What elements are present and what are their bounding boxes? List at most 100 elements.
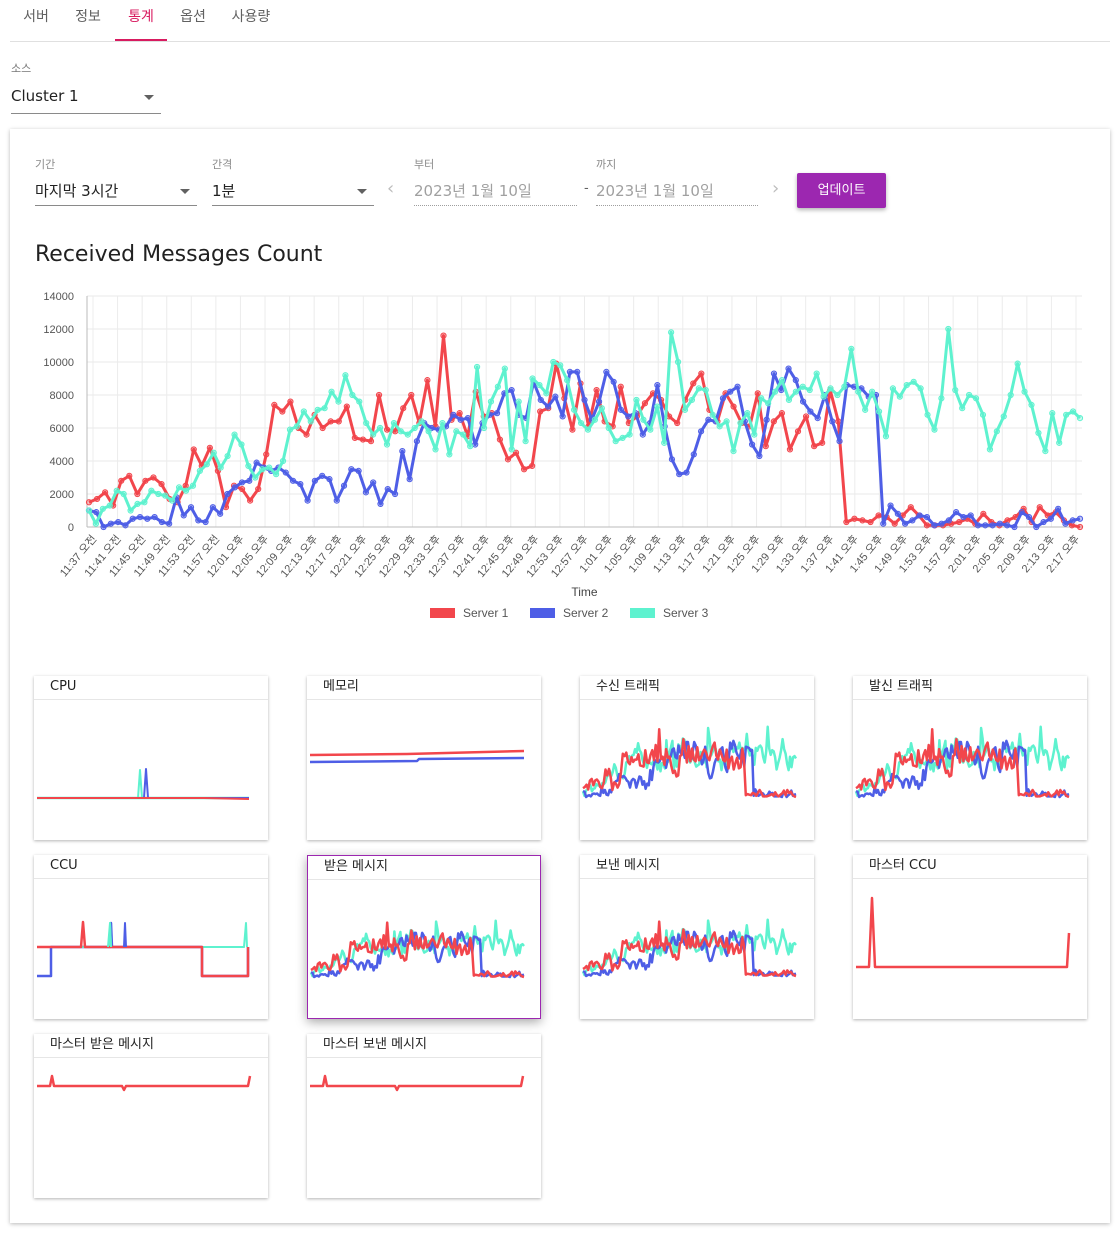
- data-point: [695, 385, 702, 392]
- data-point: [716, 423, 723, 430]
- data-point: [115, 518, 122, 526]
- data-point: [794, 428, 802, 435]
- data-point: [875, 512, 882, 519]
- data-point: [370, 431, 377, 438]
- data-point: [142, 477, 149, 484]
- next-range-icon[interactable]: ›: [772, 178, 780, 199]
- data-point: [902, 520, 909, 527]
- source-select-value: Cluster 1: [11, 87, 79, 105]
- data-point: [107, 520, 114, 527]
- data-point: [246, 477, 253, 484]
- data-point: [175, 484, 183, 491]
- mini-chart-outgoing-traffic[interactable]: 발신 트래픽: [853, 676, 1087, 840]
- source-label: 소스: [11, 62, 32, 75]
- data-point: [99, 505, 106, 512]
- data-point: [751, 431, 758, 438]
- data-point: [182, 487, 190, 494]
- interval-select[interactable]: 1분: [212, 176, 374, 206]
- data-point: [162, 492, 169, 499]
- data-point: [304, 497, 311, 504]
- data-point: [487, 398, 495, 405]
- mini-chart-title: 받은 메시지: [308, 856, 540, 880]
- data-point: [814, 415, 821, 422]
- mini-chart-master-received-messages[interactable]: 마스터 받은 메시지: [34, 1034, 268, 1198]
- data-point: [520, 466, 528, 473]
- data-point: [537, 396, 544, 404]
- update-button[interactable]: 업데이트: [797, 173, 886, 208]
- data-point: [508, 446, 515, 453]
- data-point: [432, 446, 439, 453]
- tab-server[interactable]: 서버: [23, 9, 49, 25]
- mini-chart-plot: [581, 725, 798, 799]
- data-point: [640, 416, 647, 423]
- tab-statistics[interactable]: 통계: [115, 0, 167, 41]
- data-point: [848, 345, 855, 352]
- tab-usage[interactable]: 사용량: [231, 9, 271, 25]
- to-date-field[interactable]: 2023년 1월 10일: [596, 176, 758, 206]
- mini-chart-title: 마스터 CCU: [853, 855, 1087, 879]
- source-select[interactable]: Cluster 1: [11, 84, 161, 114]
- mini-chart-plot: [310, 1074, 525, 1092]
- mini-chart-title: CPU: [34, 676, 268, 700]
- data-point: [862, 406, 869, 413]
- data-point: [956, 518, 963, 526]
- data-point: [1047, 515, 1054, 522]
- data-point: [875, 408, 883, 415]
- series-3: [85, 325, 1084, 527]
- mini-chart-master-sent-messages[interactable]: 마스터 보낸 메시지: [307, 1034, 541, 1198]
- data-point: [136, 514, 144, 521]
- data-point: [418, 418, 425, 425]
- tab-info[interactable]: 정보: [75, 9, 101, 25]
- data-point: [802, 413, 810, 420]
- mini-chart-cpu[interactable]: CPU: [34, 676, 268, 840]
- data-point: [1076, 523, 1084, 531]
- data-point: [543, 390, 550, 397]
- from-date-label: 부터: [414, 158, 435, 171]
- data-point: [93, 495, 101, 503]
- data-point: [362, 489, 369, 496]
- data-point: [986, 446, 994, 453]
- data-point: [1028, 401, 1035, 409]
- mini-chart-ccu[interactable]: CCU: [34, 855, 268, 1019]
- data-point: [342, 372, 349, 379]
- data-point: [453, 428, 460, 435]
- mini-chart-incoming-traffic[interactable]: 수신 트래픽: [580, 676, 814, 840]
- data-point: [106, 502, 113, 509]
- data-point: [544, 403, 552, 410]
- data-point: [141, 499, 148, 506]
- data-point: [989, 522, 996, 529]
- data-point: [758, 395, 765, 402]
- data-point: [835, 418, 842, 425]
- data-point: [843, 518, 850, 526]
- legend-label[interactable]: Server 3: [663, 606, 709, 620]
- chart-title: Received Messages Count: [35, 242, 323, 267]
- mini-chart-title: 마스터 받은 메시지: [34, 1034, 268, 1058]
- data-point: [916, 512, 923, 519]
- previous-range-icon[interactable]: ‹: [387, 178, 395, 199]
- data-point: [1014, 360, 1021, 367]
- data-point: [473, 363, 481, 371]
- tab-options[interactable]: 옵션: [180, 9, 206, 25]
- from-date-field[interactable]: 2023년 1월 10일: [414, 176, 577, 206]
- legend-label[interactable]: Server 1: [463, 606, 509, 620]
- data-point: [148, 487, 155, 494]
- data-point: [335, 418, 342, 425]
- data-point: [639, 431, 646, 438]
- data-point: [566, 368, 574, 376]
- data-point: [960, 514, 967, 521]
- data-point: [348, 466, 355, 473]
- data-point: [974, 522, 982, 529]
- data-point: [1011, 523, 1018, 531]
- data-point: [778, 377, 786, 384]
- sparkline: [855, 727, 1070, 799]
- mini-chart-title: 보낸 메시지: [580, 855, 814, 879]
- mini-chart-memory[interactable]: 메모리: [307, 676, 541, 840]
- data-point: [882, 433, 890, 440]
- mini-chart-plot: [37, 1074, 252, 1092]
- mini-chart-received-messages[interactable]: 받은 메시지: [307, 855, 541, 1019]
- mini-chart-sent-messages[interactable]: 보낸 메시지: [580, 855, 814, 1019]
- legend-label[interactable]: Server 2: [563, 606, 609, 620]
- data-point: [464, 415, 472, 422]
- mini-chart-master-ccu[interactable]: 마스터 CCU: [853, 855, 1087, 1019]
- period-select[interactable]: 마지막 3시간: [35, 176, 197, 206]
